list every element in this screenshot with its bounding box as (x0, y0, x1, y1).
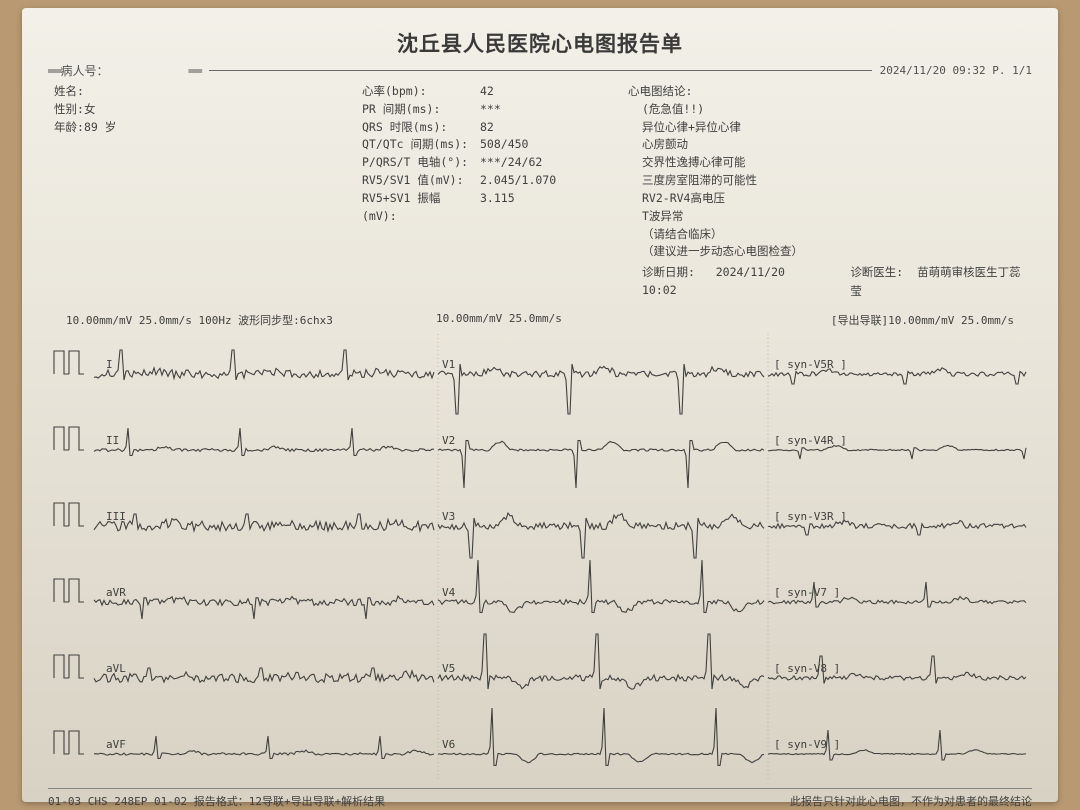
sex-value: 女 (84, 102, 96, 116)
svg-text:aVL: aVL (106, 662, 126, 675)
svg-text:[ syn-V7 ]: [ syn-V7 ] (774, 586, 840, 599)
svg-text:I: I (106, 358, 113, 371)
param-value: 42 (480, 83, 570, 101)
footer: 01-03 CHS 248EP 01-02 报告格式：12导联+导出导联+解析结… (48, 788, 1032, 809)
footer-left: 01-03 CHS 248EP 01-02 报告格式：12导联+导出导联+解析结… (48, 793, 790, 809)
svg-text:[ syn-V4R ]: [ syn-V4R ] (774, 434, 847, 447)
svg-text:V6: V6 (442, 738, 455, 751)
patient-col: 姓名: 性别:女 年龄:89 岁 (54, 83, 254, 302)
svg-text:V4: V4 (442, 586, 456, 599)
svg-text:[ syn-V9 ]: [ syn-V9 ] (774, 738, 840, 751)
timestamp: 2024/11/20 09:32 P. 1/1 (880, 64, 1032, 77)
param-value: 508/450 (480, 136, 570, 154)
calibration-row: 10.00mm/mV 25.0mm/s 100Hz 波形同步型:6chx3 10… (48, 312, 1032, 328)
conclusion-item: 异位心律+异位心律 (642, 119, 1026, 137)
svg-text:III: III (106, 510, 126, 523)
patient-id-label: 病人号： (60, 62, 108, 79)
conclusion-item: (危急值!!) (642, 101, 1026, 119)
conclusion-item: （请结合临床） (642, 226, 1026, 244)
calib-right: [导出导联]10.00mm/mV 25.0mm/s (831, 312, 1014, 328)
svg-text:[ syn-V3R ]: [ syn-V3R ] (774, 510, 847, 523)
footer-right: 此报告只针对此心电图，不作为对患者的最终结论 (790, 793, 1032, 809)
name-label: 姓名: (54, 84, 84, 98)
diag-date-label: 诊断日期: (642, 265, 695, 279)
svg-text:V1: V1 (442, 358, 455, 371)
conclusion-col: 心电图结论: (危急值!!)异位心律+异位心律心房颤动交界性逸搏心律可能三度房室… (578, 83, 1026, 302)
param-value: *** (480, 101, 570, 119)
conclusion-item: T波异常 (642, 208, 1026, 226)
param-value: ***/24/62 (480, 154, 570, 172)
age-value: 89 岁 (84, 120, 116, 134)
svg-text:aVR: aVR (106, 586, 126, 599)
param-label: QRS 时限(ms): (362, 119, 472, 137)
conclusion-title: 心电图结论: (628, 83, 1026, 101)
info-section: 姓名: 性别:女 年龄:89 岁 心率(bpm):PR 间期(ms):QRS 时… (48, 81, 1032, 310)
header-bar: ══ 病人号： ══ 2024/11/20 09:32 P. 1/1 (48, 62, 1032, 79)
conclusion-item: （建议进一步动态心电图检查） (642, 243, 1026, 261)
svg-text:II: II (106, 434, 119, 447)
param-label: 心率(bpm): (362, 83, 472, 101)
param-value: 2.045/1.070 (480, 172, 570, 190)
param-label: P/QRS/T 电轴(°): (362, 154, 472, 172)
param-label: RV5+SV1 振幅(mV): (362, 190, 472, 226)
svg-text:[ syn-V8 ]: [ syn-V8 ] (774, 662, 840, 675)
svg-text:aVF: aVF (106, 738, 126, 751)
svg-text:[ syn-V5R ]: [ syn-V5R ] (774, 358, 847, 371)
svg-text:V2: V2 (442, 434, 455, 447)
svg-text:V5: V5 (442, 662, 455, 675)
param-label: PR 间期(ms): (362, 101, 472, 119)
param-value: 82 (480, 119, 570, 137)
svg-text:V3: V3 (442, 510, 455, 523)
params-values: 42***82508/450***/24/622.045/1.0703.115 (480, 83, 570, 302)
ecg-plot: I V1 [ syn-V5R ] II V2 [ syn-V4R ] III V3 [ syn-… (48, 330, 1032, 786)
params-labels: 心率(bpm):PR 间期(ms):QRS 时限(ms):QT/QTc 间期(m… (262, 83, 472, 302)
conclusion-item: 心房颤动 (642, 136, 1026, 154)
calib-left: 10.00mm/mV 25.0mm/s 100Hz 波形同步型:6chx3 (66, 312, 436, 328)
doctor-label: 诊断医生: (850, 265, 903, 279)
calib-mid: 10.00mm/mV 25.0mm/s (436, 312, 831, 328)
age-label: 年龄: (54, 120, 84, 134)
conclusion-item: 三度房室阻滞的可能性 (642, 172, 1026, 190)
param-value: 3.115 (480, 190, 570, 208)
conclusion-item: 交界性逸搏心律可能 (642, 154, 1026, 172)
report-title: 沈丘县人民医院心电图报告单 (48, 28, 1032, 58)
conclusion-item: RV2-RV4高电压 (642, 190, 1026, 208)
param-label: RV5/SV1 值(mV): (362, 172, 472, 190)
sex-label: 性别: (54, 102, 84, 116)
param-label: QT/QTc 间期(ms): (362, 136, 472, 154)
